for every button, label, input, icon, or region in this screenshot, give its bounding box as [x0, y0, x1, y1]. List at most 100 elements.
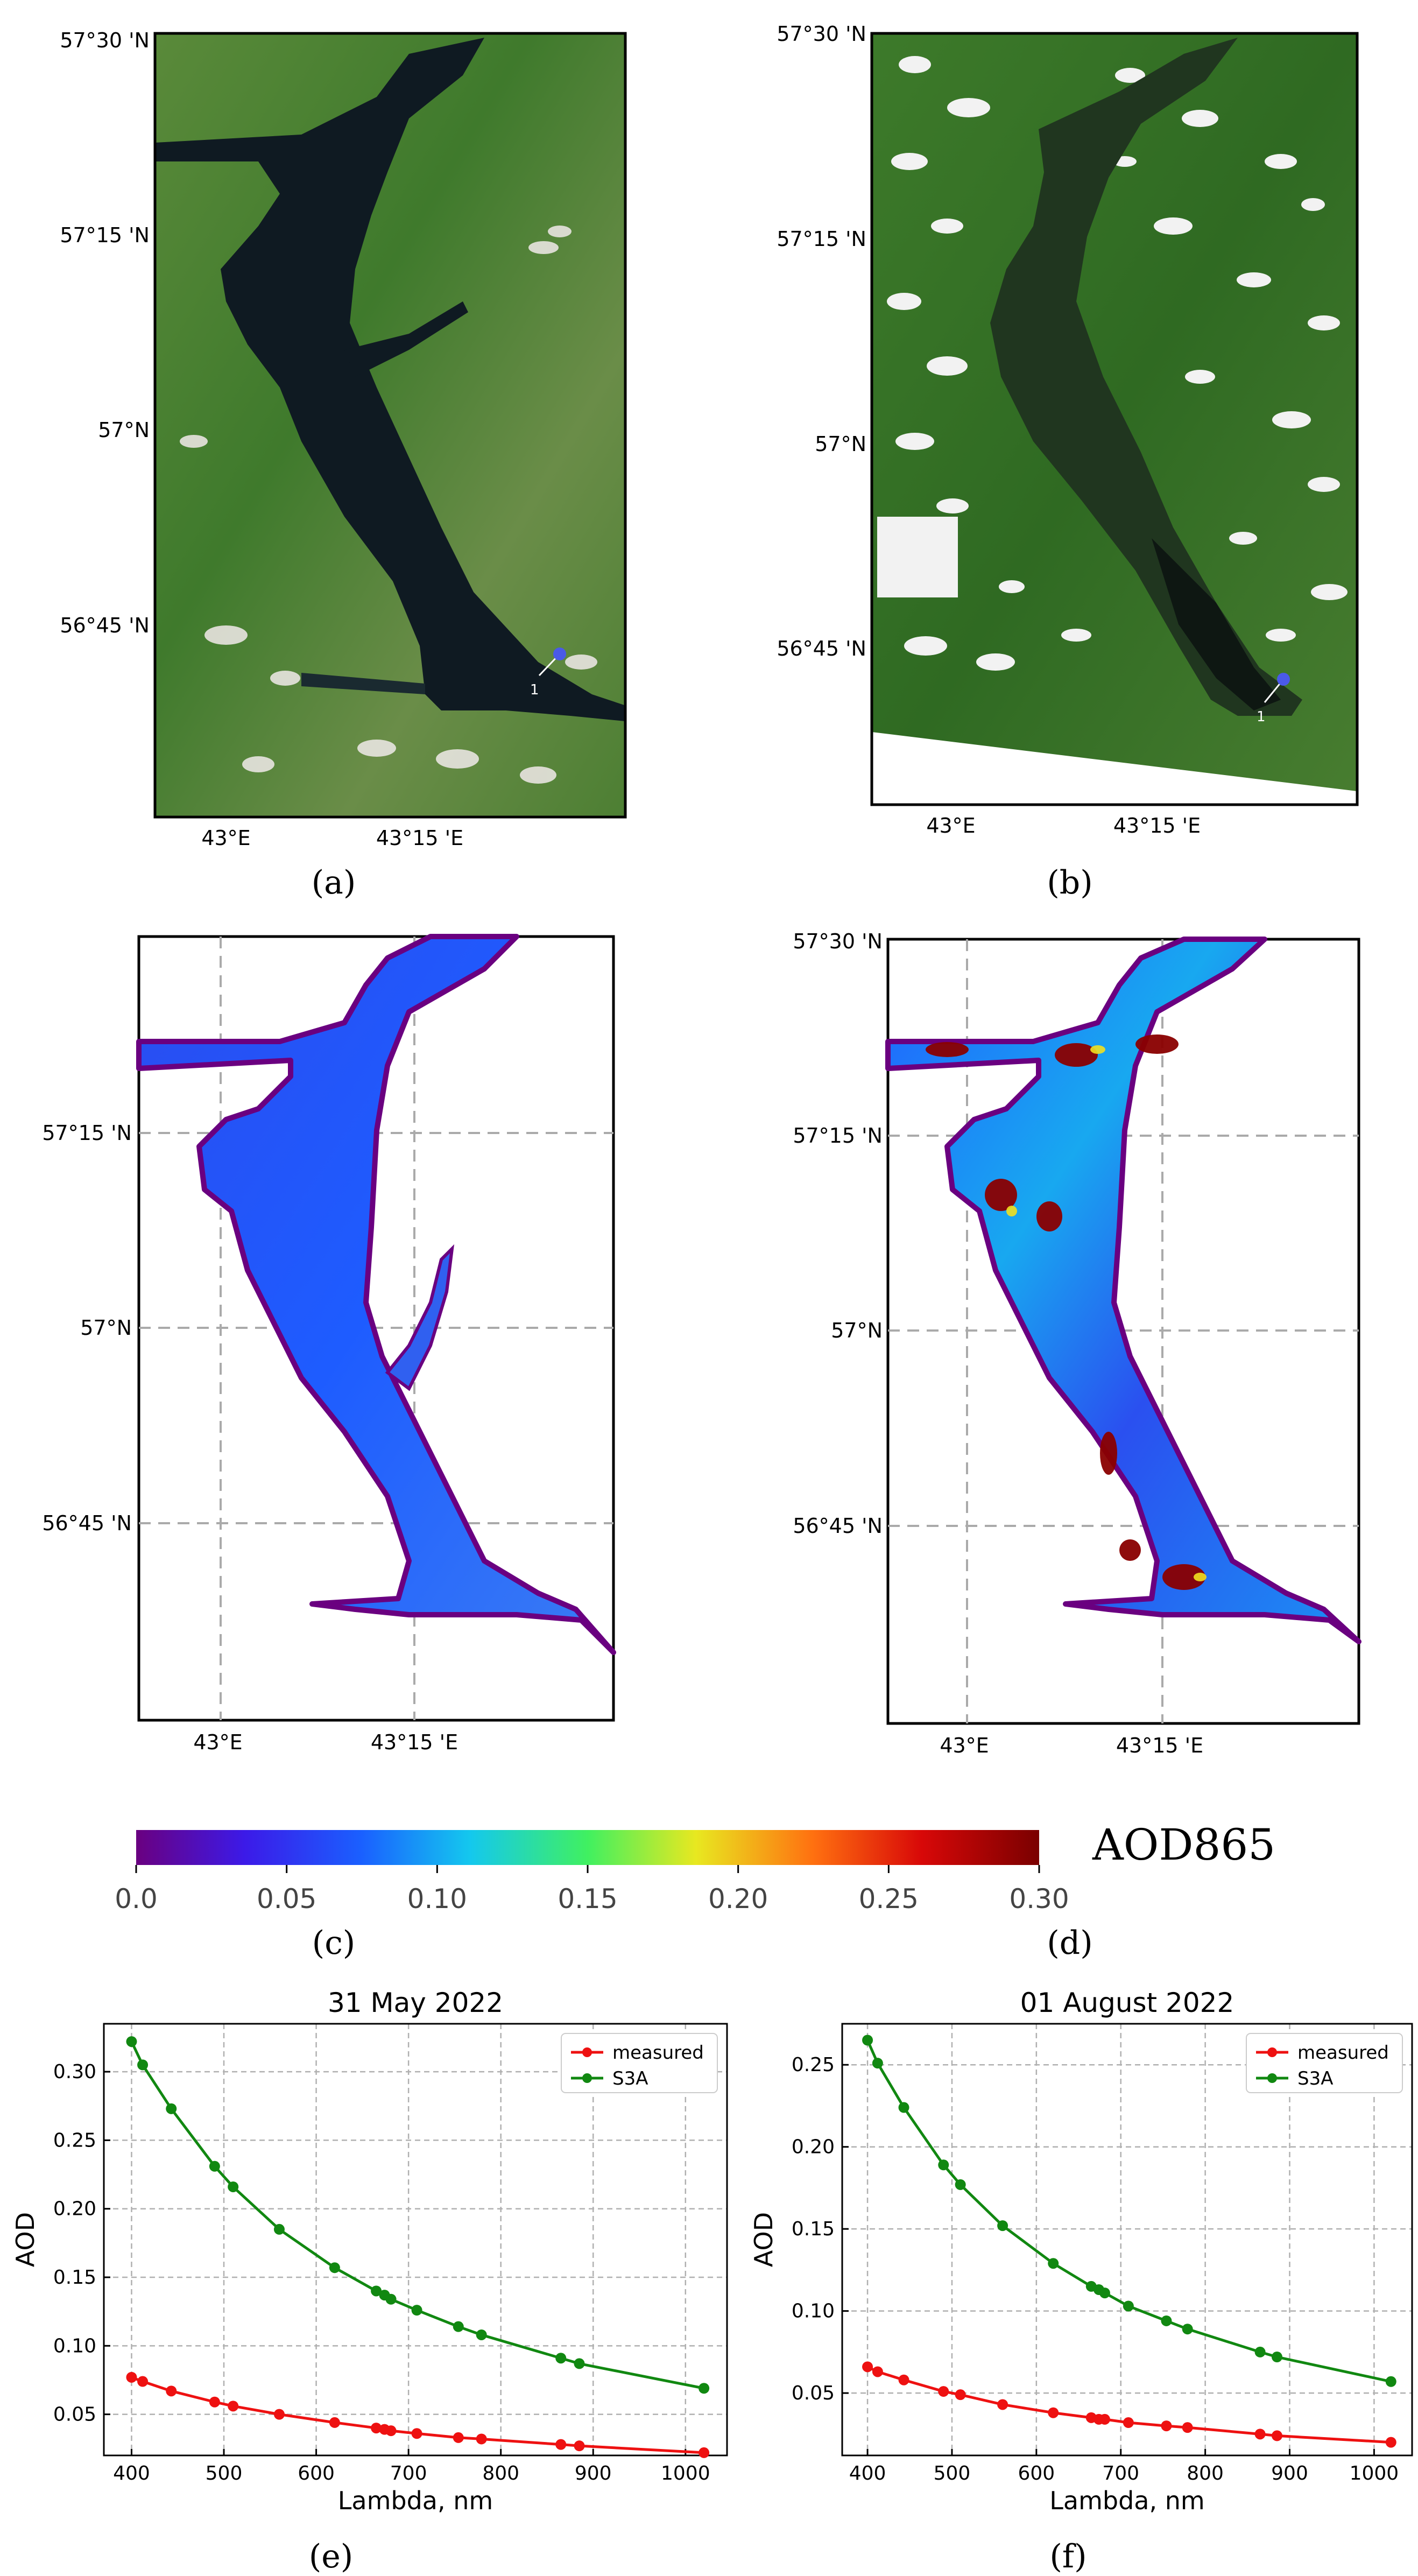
lat-tick: 56°45 'N [60, 614, 150, 637]
data-point-S3A [209, 2160, 220, 2172]
data-point-measured [699, 2447, 710, 2458]
data-point-measured [166, 2385, 177, 2397]
lon-tick: 43°15 'E [371, 1730, 458, 1754]
lat-tick: 57°15 'N [793, 1124, 883, 1148]
data-point-measured [453, 2432, 464, 2443]
lon-tick: 43°15 'E [1113, 814, 1201, 837]
data-point-S3A [453, 2321, 464, 2332]
x-tick-label: 900 [1271, 2462, 1308, 2484]
data-point-S3A [1099, 2288, 1110, 2299]
y-axis-label: AOD [749, 2212, 778, 2267]
x-tick-label: 700 [390, 2462, 427, 2484]
colorbar-tick-label: 0.0 [115, 1883, 158, 1915]
data-point-measured [898, 2374, 909, 2385]
panel-a: 1 57°30 'N 57°15 'N 57°N 56°45 'N 43°E 4… [60, 29, 627, 902]
legend-marker [1267, 2047, 1277, 2057]
data-point-S3A [1385, 2376, 1396, 2387]
legend-label: S3A [1297, 2068, 1333, 2089]
lat-tick: 57°N [815, 432, 866, 456]
legend-marker [582, 2047, 592, 2057]
colorbar-tick-label: 0.25 [859, 1883, 919, 1915]
x-tick-label: 500 [206, 2462, 243, 2484]
map-frame-a [153, 32, 627, 819]
data-point-S3A [273, 2223, 285, 2235]
data-point-measured [1182, 2422, 1193, 2433]
x-tick-label: 800 [1187, 2462, 1224, 2484]
lat-tick: 57°15 'N [42, 1121, 132, 1145]
lon-tick: 43°15 'E [376, 826, 463, 850]
y-tick-label: 0.10 [53, 2335, 96, 2357]
data-point-measured [574, 2440, 585, 2452]
data-point-measured [476, 2433, 487, 2445]
panel-d: 57°30 'N 57°15 'N 57°N 56°45 'N 43°E 43°… [793, 930, 1361, 1757]
x-tick-label: 600 [1018, 2462, 1055, 2484]
data-point-measured [1271, 2430, 1282, 2441]
data-point-S3A [329, 2262, 340, 2274]
data-point-S3A [1254, 2346, 1266, 2357]
data-point-S3A [371, 2285, 382, 2297]
satellite-image-a [155, 33, 625, 817]
chart-f-plot-frame [841, 2023, 1413, 2457]
colorbar: 0.0 0.05 0.10 0.15 0.20 0.25 0.30 AOD865 (c) (… [115, 1820, 1275, 1962]
x-axis-label: Lambda, nm [1049, 2486, 1204, 2515]
y-tick-label: 0.15 [792, 2218, 835, 2240]
panel-label-d: (d) [1047, 1924, 1092, 1962]
lat-tick: 56°45 'N [777, 637, 866, 660]
data-point-measured [228, 2401, 239, 2412]
lat-tick: 57°30 'N [60, 29, 150, 52]
lat-tick: 56°45 'N [793, 1514, 883, 1538]
x-tick-label: 900 [575, 2462, 612, 2484]
data-point-measured [371, 2423, 382, 2434]
colorbar-tick-label: 0.10 [407, 1883, 467, 1915]
lon-tick: 43°E [940, 1734, 989, 1757]
lat-tick: 57°30 'N [793, 930, 883, 953]
data-point-S3A [166, 2103, 177, 2114]
data-point-S3A [137, 2059, 149, 2071]
colorbar-tick-label: 0.20 [708, 1883, 768, 1915]
panel-c: 57°15 'N 57°N 56°45 'N 43°E 43°15 'E [42, 934, 616, 1754]
x-tick-label: 500 [934, 2462, 971, 2484]
data-point-measured [126, 2371, 137, 2383]
data-point-measured [329, 2417, 340, 2428]
chart-f-title: 01 August 2022 [1020, 1987, 1234, 2018]
legend-label: S3A [612, 2068, 648, 2089]
data-point-measured [1385, 2437, 1396, 2448]
data-point-measured [137, 2376, 149, 2387]
data-point-measured [1123, 2417, 1134, 2429]
panel-label-c: (c) [312, 1924, 355, 1962]
panel-label-f: (f) [1049, 2538, 1087, 2575]
data-point-measured [1048, 2407, 1059, 2418]
panel-label-a: (a) [312, 864, 356, 902]
lon-tick: 43°E [201, 826, 250, 850]
x-tick-label: 1000 [1350, 2462, 1399, 2484]
data-point-measured [385, 2425, 397, 2437]
data-point-S3A [1182, 2324, 1193, 2335]
data-point-measured [997, 2399, 1008, 2410]
x-axis-label: Lambda, nm [338, 2486, 493, 2515]
lat-tick: 57°15 'N [60, 223, 150, 247]
colorbar-title: AOD865 [1092, 1820, 1275, 1870]
data-point-measured [1161, 2420, 1172, 2432]
data-point-S3A [955, 2179, 966, 2190]
data-point-S3A [898, 2102, 909, 2113]
y-tick-label: 0.25 [53, 2129, 96, 2151]
chart-e: 31 May 2022 400 500 600 700 800 900 1000 0.05 0.1… [11, 1987, 728, 2515]
y-axis-label: AOD [11, 2212, 40, 2267]
y-tick-label: 0.10 [792, 2300, 835, 2322]
lat-tick: 57°15 'N [777, 227, 866, 251]
data-point-measured [955, 2389, 966, 2401]
station-marker-a [553, 647, 566, 660]
y-tick-label: 0.30 [53, 2061, 96, 2083]
data-point-S3A [555, 2353, 567, 2364]
lat-tick: 57°30 'N [777, 22, 866, 46]
lat-tick: 57°N [831, 1319, 883, 1342]
chart-f: 01 August 2022 400 500 600 700 800 900 1000 0.05… [749, 1987, 1413, 2515]
data-point-measured [938, 2386, 949, 2397]
data-point-S3A [126, 2036, 137, 2047]
data-point-S3A [1048, 2258, 1059, 2269]
lat-tick: 56°45 'N [42, 1511, 132, 1535]
data-point-S3A [476, 2329, 487, 2340]
panel-b: 1 57°30 'N 57°15 'N 57°N 56°45 'N 43°E 4… [777, 22, 1359, 902]
data-point-S3A [1271, 2352, 1282, 2363]
